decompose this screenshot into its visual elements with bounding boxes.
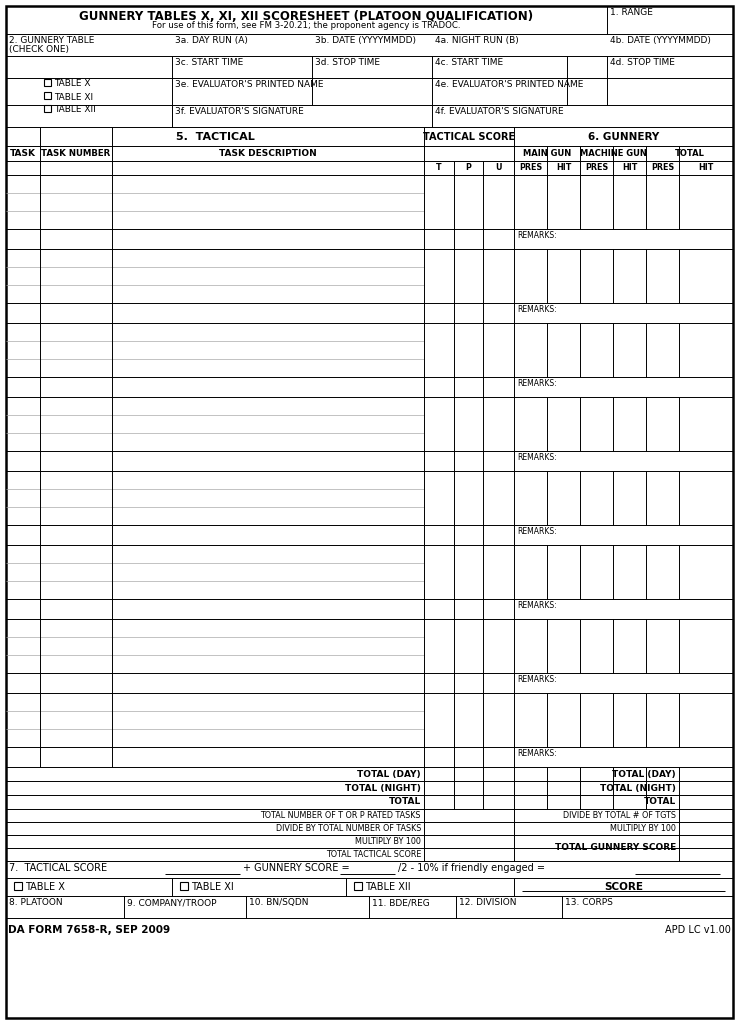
Text: 3f. EVALUATOR'S SIGNATURE: 3f. EVALUATOR'S SIGNATURE xyxy=(175,106,304,116)
Bar xyxy=(180,882,188,890)
Text: MACHINE GUN: MACHINE GUN xyxy=(579,150,647,158)
Text: HIT: HIT xyxy=(556,164,571,172)
Text: TOTAL (DAY): TOTAL (DAY) xyxy=(613,769,676,778)
Text: TOTAL GUNNERY SCORE: TOTAL GUNNERY SCORE xyxy=(555,844,676,853)
Text: DIVIDE BY TOTAL NUMBER OF TASKS: DIVIDE BY TOTAL NUMBER OF TASKS xyxy=(276,824,421,833)
Text: TACTICAL SCORE: TACTICAL SCORE xyxy=(423,131,515,141)
Text: 4f. EVALUATOR'S SIGNATURE: 4f. EVALUATOR'S SIGNATURE xyxy=(435,106,564,116)
Text: TABLE XI: TABLE XI xyxy=(191,882,234,892)
Text: TOTAL: TOTAL xyxy=(644,798,676,807)
Text: PRES: PRES xyxy=(651,164,674,172)
Text: TABLE X: TABLE X xyxy=(25,882,65,892)
Text: TOTAL (NIGHT): TOTAL (NIGHT) xyxy=(345,783,421,793)
Text: DA FORM 7658-R, SEP 2009: DA FORM 7658-R, SEP 2009 xyxy=(8,925,170,935)
Text: TOTAL (DAY): TOTAL (DAY) xyxy=(358,769,421,778)
Text: MULTIPLY BY 100: MULTIPLY BY 100 xyxy=(355,837,421,846)
Text: APD LC v1.00: APD LC v1.00 xyxy=(665,925,731,935)
Text: TOTAL (NIGHT): TOTAL (NIGHT) xyxy=(600,783,676,793)
Text: TASK NUMBER: TASK NUMBER xyxy=(41,150,111,158)
Text: TOTAL: TOTAL xyxy=(389,798,421,807)
Text: TASK DESCRIPTION: TASK DESCRIPTION xyxy=(219,150,317,158)
Text: 5.  TACTICAL: 5. TACTICAL xyxy=(176,131,254,141)
Text: REMARKS:: REMARKS: xyxy=(517,675,556,684)
Text: TOTAL TACTICAL SCORE: TOTAL TACTICAL SCORE xyxy=(326,850,421,859)
Text: 4b. DATE (YYYYMMDD): 4b. DATE (YYYYMMDD) xyxy=(610,36,711,45)
Text: 10. BN/SQDN: 10. BN/SQDN xyxy=(249,898,308,907)
Text: + GUNNERY SCORE =: + GUNNERY SCORE = xyxy=(243,863,350,873)
Text: MAIN GUN: MAIN GUN xyxy=(523,150,571,158)
Text: 4d. STOP TIME: 4d. STOP TIME xyxy=(610,58,675,67)
Text: REMARKS:: REMARKS: xyxy=(517,749,556,758)
Text: TABLE X: TABLE X xyxy=(54,80,90,88)
Text: PRES: PRES xyxy=(519,164,542,172)
Text: REMARKS:: REMARKS: xyxy=(517,601,556,610)
Text: (CHECK ONE): (CHECK ONE) xyxy=(9,45,69,54)
Text: PRES: PRES xyxy=(585,164,608,172)
Bar xyxy=(44,92,51,99)
Text: 3a. DAY RUN (A): 3a. DAY RUN (A) xyxy=(175,36,248,45)
Text: HIT: HIT xyxy=(621,164,637,172)
Bar xyxy=(44,105,51,112)
Text: GUNNERY TABLES X, XI, XII SCORESHEET (PLATOON QUALIFICATION): GUNNERY TABLES X, XI, XII SCORESHEET (PL… xyxy=(79,9,534,23)
Text: TABLE XII: TABLE XII xyxy=(365,882,411,892)
Text: DIVIDE BY TOTAL # OF TGTS: DIVIDE BY TOTAL # OF TGTS xyxy=(563,811,676,820)
Text: 3d. STOP TIME: 3d. STOP TIME xyxy=(315,58,380,67)
Text: 4e. EVALUATOR'S PRINTED NAME: 4e. EVALUATOR'S PRINTED NAME xyxy=(435,80,583,89)
Text: 7.  TACTICAL SCORE: 7. TACTICAL SCORE xyxy=(9,863,107,873)
Text: REMARKS:: REMARKS: xyxy=(517,379,556,388)
Text: TASK: TASK xyxy=(10,150,36,158)
Text: REMARKS:: REMARKS: xyxy=(517,527,556,536)
Text: 13. CORPS: 13. CORPS xyxy=(565,898,613,907)
Text: TABLE XI: TABLE XI xyxy=(54,92,93,101)
Text: 4c. START TIME: 4c. START TIME xyxy=(435,58,503,67)
Text: TOTAL NUMBER OF T OR P RATED TASKS: TOTAL NUMBER OF T OR P RATED TASKS xyxy=(261,811,421,820)
Text: TABLE XII: TABLE XII xyxy=(54,105,96,115)
Text: 2. GUNNERY TABLE: 2. GUNNERY TABLE xyxy=(9,36,95,45)
Bar xyxy=(44,79,51,86)
Text: REMARKS:: REMARKS: xyxy=(517,231,556,240)
Text: 12. DIVISION: 12. DIVISION xyxy=(459,898,517,907)
Text: 3c. START TIME: 3c. START TIME xyxy=(175,58,243,67)
Text: TOTAL: TOTAL xyxy=(675,150,704,158)
Text: 1. RANGE: 1. RANGE xyxy=(610,8,653,17)
Text: 11. BDE/REG: 11. BDE/REG xyxy=(372,898,430,907)
Text: 4a. NIGHT RUN (B): 4a. NIGHT RUN (B) xyxy=(435,36,519,45)
Text: REMARKS:: REMARKS: xyxy=(517,305,556,314)
Text: U: U xyxy=(495,164,502,172)
Bar xyxy=(354,882,362,890)
Bar xyxy=(14,882,22,890)
Text: 8. PLATOON: 8. PLATOON xyxy=(9,898,63,907)
Text: /2 - 10% if friendly engaged =: /2 - 10% if friendly engaged = xyxy=(398,863,545,873)
Text: REMARKS:: REMARKS: xyxy=(517,453,556,462)
Text: HIT: HIT xyxy=(698,164,714,172)
Text: 9. COMPANY/TROOP: 9. COMPANY/TROOP xyxy=(127,898,217,907)
Text: 3b. DATE (YYYYMMDD): 3b. DATE (YYYYMMDD) xyxy=(315,36,416,45)
Text: 3e. EVALUATOR'S PRINTED NAME: 3e. EVALUATOR'S PRINTED NAME xyxy=(175,80,324,89)
Text: For use of this form, see FM 3-20.21; the proponent agency is TRADOC.: For use of this form, see FM 3-20.21; th… xyxy=(152,20,460,30)
Text: SCORE: SCORE xyxy=(604,882,643,892)
Text: MULTIPLY BY 100: MULTIPLY BY 100 xyxy=(610,824,676,833)
Text: T: T xyxy=(436,164,442,172)
Text: P: P xyxy=(466,164,471,172)
Text: 6. GUNNERY: 6. GUNNERY xyxy=(588,131,659,141)
